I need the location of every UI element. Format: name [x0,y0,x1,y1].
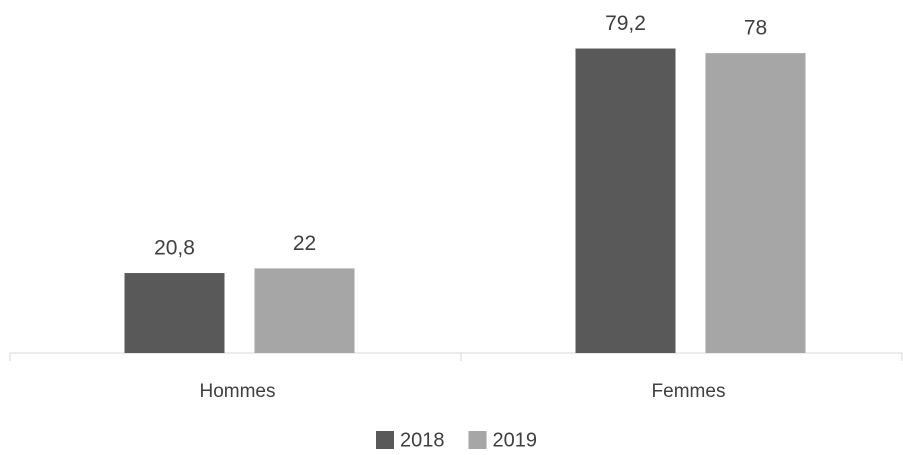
value-label: 79,2 [605,12,646,35]
x-tick-label: Femmes [652,381,726,402]
bar [124,273,225,353]
value-label: 20,8 [154,237,195,260]
legend-swatch [376,431,394,449]
legend-label: 2019 [493,429,538,451]
value-label: 22 [293,232,316,255]
x-tick-label: Hommes [199,381,275,402]
legend-label: 2018 [400,429,445,451]
bar [705,53,806,354]
value-label: 78 [744,17,767,40]
bar [254,268,355,353]
legend-swatch [468,431,487,449]
bar [575,48,676,354]
